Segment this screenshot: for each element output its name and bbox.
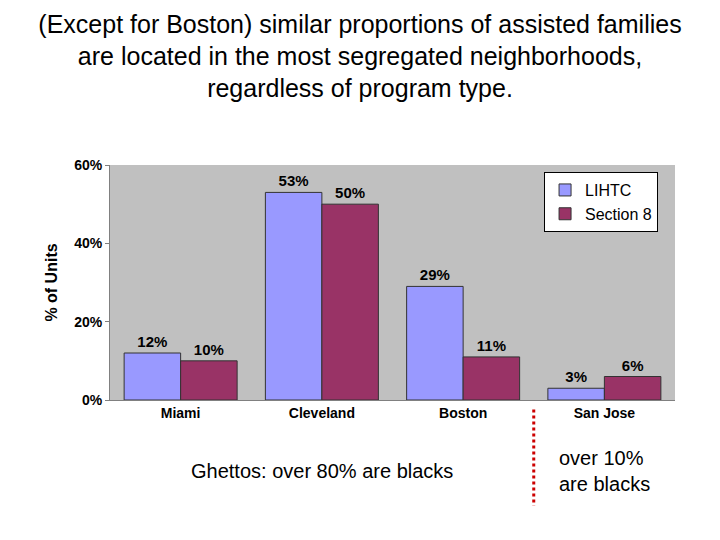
svg-text:Ghettos: over 80% are blacks: Ghettos: over 80% are blacks — [191, 460, 453, 482]
svg-text:Miami: Miami — [161, 405, 201, 421]
svg-text:12%: 12% — [137, 333, 167, 350]
html-text:(Except for Boston) similar pr: (Except for Boston) similar proportions … — [38, 10, 682, 102]
svg-text:10%: 10% — [194, 341, 224, 358]
svg-text:53%: 53% — [279, 172, 309, 189]
svg-text:6%: 6% — [622, 357, 644, 374]
svg-text:Section 8: Section 8 — [585, 206, 652, 223]
svg-text:LIHTC: LIHTC — [585, 182, 631, 199]
svg-text:% of Units: % of Units — [43, 243, 60, 321]
svg-text:20%: 20% — [74, 314, 103, 330]
svg-text:40%: 40% — [74, 235, 103, 251]
svg-text:Cleveland: Cleveland — [289, 405, 355, 421]
svg-text:0%: 0% — [82, 392, 103, 408]
svg-text:50%: 50% — [335, 184, 365, 201]
svg-text:San Jose: San Jose — [574, 405, 636, 421]
svg-text:29%: 29% — [420, 266, 450, 283]
svg-text:11%: 11% — [477, 337, 506, 354]
svg-text:3%: 3% — [565, 368, 587, 385]
svg-text:60%: 60% — [74, 157, 103, 173]
svg-text:Boston: Boston — [439, 405, 487, 421]
svg-text:over 10%are blacks: over 10%are blacks — [559, 447, 650, 495]
